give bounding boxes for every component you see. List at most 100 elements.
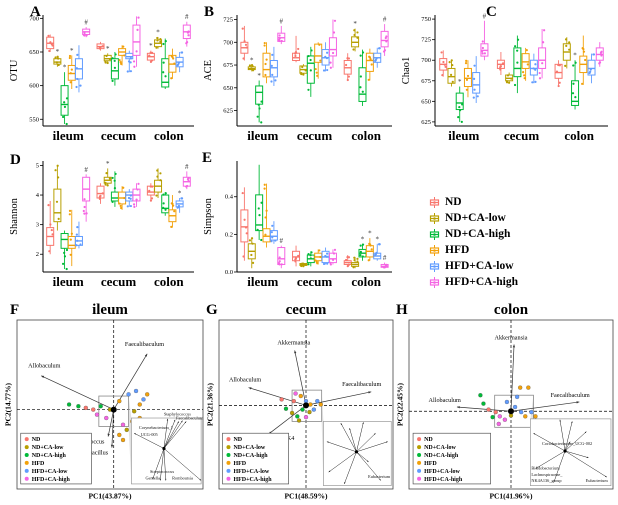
box-ileum-1 — [447, 59, 456, 87]
sample-point — [133, 388, 139, 394]
svg-text:#: # — [185, 163, 189, 171]
svg-text:*: * — [368, 230, 372, 238]
box-colon-2 — [358, 243, 367, 261]
box-colon-1 — [154, 36, 163, 49]
box-colon-1 — [154, 168, 163, 198]
svg-text:725: 725 — [421, 37, 431, 44]
box-cecum-5 — [328, 19, 337, 69]
sample-point — [512, 404, 518, 410]
svg-text:PC1(48.59%): PC1(48.59%) — [284, 492, 328, 501]
box-cecum-4 — [125, 189, 134, 208]
box-colon-2 — [571, 60, 580, 110]
box-cecum-1 — [103, 168, 112, 187]
svg-text:700: 700 — [29, 15, 39, 22]
svg-text:700: 700 — [421, 57, 431, 64]
taxon-arrow: Allobaculum — [229, 377, 307, 406]
panel-letter-c: C — [486, 4, 497, 20]
box-colon-0 — [343, 255, 352, 268]
box-cecum-0 — [292, 245, 301, 267]
svg-text:2: 2 — [36, 251, 39, 258]
box-cecum-4 — [529, 53, 538, 84]
box-cecum-1 — [505, 72, 514, 84]
svg-text:ND: ND — [424, 437, 433, 443]
svg-text:0.4: 0.4 — [225, 194, 234, 201]
box-colon-0 — [146, 183, 155, 202]
box-ileum-1 — [53, 55, 62, 67]
svg-text:cecum: cecum — [297, 274, 333, 289]
box-ileum-3 — [463, 59, 472, 98]
svg-text:*: * — [458, 78, 462, 86]
box-colon-2 — [161, 38, 170, 89]
box-cecum-4 — [125, 50, 134, 73]
sample-point — [496, 421, 501, 427]
svg-text:ileum: ileum — [53, 274, 84, 289]
svg-text:PC1(41.96%): PC1(41.96%) — [489, 492, 533, 501]
box-cecum-5 — [328, 248, 337, 266]
svg-text:colon: colon — [154, 128, 184, 143]
sample-point — [91, 407, 96, 412]
legend-label: ND+CA-high — [445, 228, 511, 240]
box-cecum-2 — [306, 251, 315, 267]
zoom-inset: Corynebacterium_1 UCG-005 StaphylococcusFa… — [131, 411, 204, 485]
sample-point — [83, 405, 88, 411]
panel-letter-e: E — [202, 150, 213, 166]
sample-point — [126, 392, 131, 397]
svg-text:HFD+CA-high: HFD+CA-high — [424, 477, 463, 483]
sample-point — [293, 391, 298, 396]
svg-text:#: # — [280, 17, 284, 25]
legend-item-nd+ca-high: ND+CA-high — [428, 226, 578, 242]
sample-point — [529, 409, 534, 415]
svg-text:ND: ND — [32, 437, 41, 443]
panel-letter-h: H — [396, 302, 408, 318]
box-colon-1 — [562, 37, 571, 69]
sample-point — [76, 404, 81, 409]
svg-text:*: * — [250, 57, 254, 65]
box-colon-3 — [168, 195, 177, 228]
sample-point — [533, 414, 538, 419]
pca-biplot-ileum: ileumAllobaculumFaecalibaculumStaphyloco… — [4, 302, 204, 501]
box-colon-3 — [579, 35, 588, 85]
svg-text:ND+CA-high: ND+CA-high — [424, 453, 459, 459]
box-ileum-4 — [472, 56, 481, 103]
svg-text:cecum: cecum — [101, 128, 137, 143]
pca-legend: ND ND+CA-low ND+CA-high HFD HFD+CA-low HFD+CA… — [412, 432, 491, 485]
boxplot-key-icon — [429, 228, 440, 240]
sample-point — [137, 402, 142, 407]
svg-text:675: 675 — [223, 62, 233, 69]
box-ileum-4 — [74, 45, 83, 93]
svg-text:cecum: cecum — [286, 302, 327, 318]
box-colon-4 — [175, 197, 184, 213]
zoom-inset: Eubacterium — [323, 421, 392, 486]
sample-point — [523, 414, 528, 419]
svg-text:*: * — [178, 190, 182, 198]
box-cecum-3 — [118, 45, 127, 66]
box-ileum-2 — [60, 72, 69, 126]
svg-text:Allobaculum: Allobaculum — [429, 397, 461, 404]
svg-text:650: 650 — [223, 85, 233, 92]
svg-text:700: 700 — [223, 39, 233, 46]
panel-ace: B 625 650 675 700 725 ACE ileum cecum colon * * # * # — [202, 4, 398, 147]
box-ileum-0 — [240, 187, 249, 261]
taxon-arrow: Lactobacillus — [75, 409, 115, 456]
legend-item-nd+ca-low: ND+CA-low — [428, 210, 578, 226]
box-cecum-3 — [118, 186, 127, 210]
box-ileum-5 — [82, 174, 91, 222]
svg-text:650: 650 — [29, 49, 39, 56]
svg-text:Faecalibaculum: Faecalibaculum — [342, 381, 381, 388]
box-ileum-5 — [480, 20, 489, 61]
sample-point — [504, 399, 510, 405]
svg-text:750: 750 — [421, 16, 431, 23]
sample-point — [295, 414, 300, 419]
sample-point — [514, 394, 520, 400]
svg-text:#: # — [280, 237, 284, 245]
svg-text:cecum: cecum — [297, 128, 333, 143]
box-ileum-0 — [46, 34, 55, 53]
svg-text:ileum: ileum — [247, 274, 278, 289]
svg-text:PC2(22.45%): PC2(22.45%) — [396, 382, 405, 426]
box-colon-5 — [182, 171, 191, 190]
sample-point — [308, 402, 313, 407]
box-ileum-2 — [60, 230, 69, 271]
legend-label: ND — [445, 196, 462, 208]
